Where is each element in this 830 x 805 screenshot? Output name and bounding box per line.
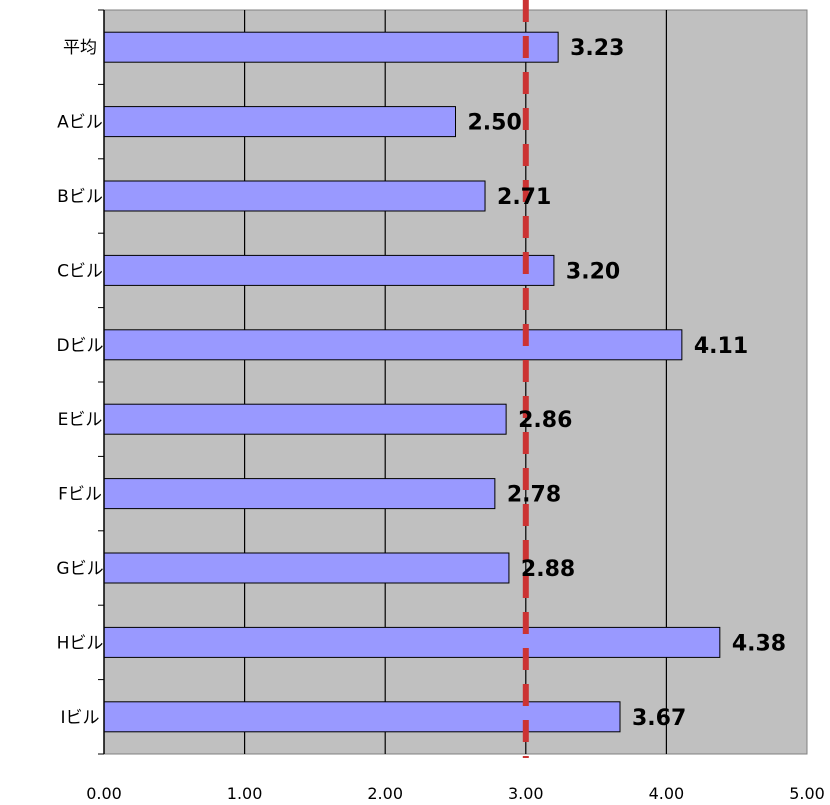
data-labels: 3.23 2.50 2.71 3.20 4.11 2.86 2.78 2.88 4.38 3.67 — [468, 36, 787, 731]
data-label: 2.50 — [468, 111, 522, 136]
category-label: Dビル — [56, 336, 103, 356]
x-tick-label: 5.00 — [789, 784, 825, 803]
category-label: Aビル — [57, 113, 103, 133]
category-labels: 平均 Aビル Bビル Cビル Dビル Eビル Fビル Gビル Hビル Iビル — [56, 38, 103, 728]
bar — [103, 329, 683, 361]
bar — [103, 552, 510, 584]
category-label: 平均 — [63, 38, 97, 58]
data-label: 2.86 — [518, 408, 572, 433]
category-label: Cビル — [57, 261, 103, 281]
bar — [103, 31, 559, 63]
bar — [103, 180, 486, 212]
data-label: 3.23 — [570, 36, 624, 61]
x-tick-label: 1.00 — [227, 784, 263, 803]
bar — [103, 626, 721, 658]
bar — [103, 478, 496, 510]
category-label: Iビル — [60, 708, 99, 728]
data-label: 4.11 — [694, 334, 748, 359]
x-tick-label: 4.00 — [649, 784, 685, 803]
data-label: 4.38 — [732, 631, 786, 656]
data-label: 3.67 — [632, 706, 686, 731]
bar — [103, 254, 555, 286]
category-label: Gビル — [56, 559, 103, 579]
bar — [103, 701, 621, 733]
bars — [103, 31, 721, 733]
category-label: Eビル — [58, 410, 103, 430]
category-label: Hビル — [57, 633, 104, 653]
value-axis-labels: 0.00 1.00 2.00 3.00 4.00 5.00 — [86, 784, 825, 803]
category-label: Bビル — [57, 187, 103, 207]
category-label: Fビル — [58, 485, 102, 505]
bar — [103, 106, 456, 138]
category-axis — [98, 9, 105, 755]
x-tick-label: 3.00 — [508, 784, 544, 803]
data-label: 2.71 — [497, 185, 551, 210]
data-label: 2.88 — [521, 557, 575, 582]
data-label: 3.20 — [566, 259, 620, 284]
bar — [103, 403, 507, 435]
x-tick-label: 2.00 — [367, 784, 403, 803]
data-label: 2.78 — [507, 483, 561, 508]
x-tick-label: 0.00 — [86, 784, 122, 803]
